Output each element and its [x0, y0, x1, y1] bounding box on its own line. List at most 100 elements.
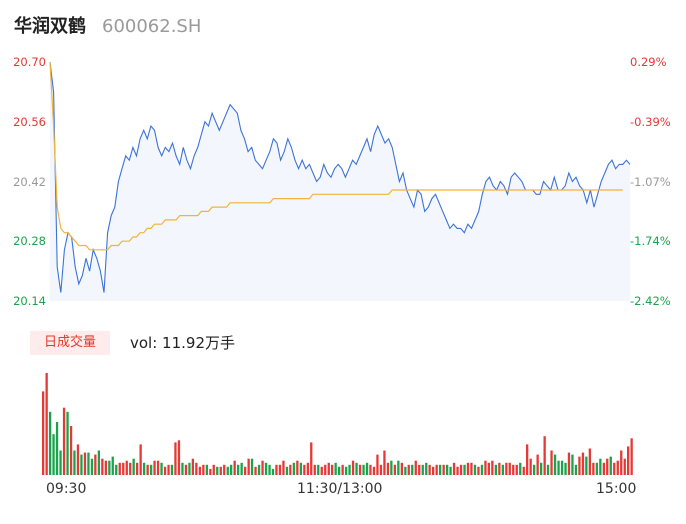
volume-bar	[49, 411, 52, 475]
volume-bar	[463, 464, 466, 475]
volume-bar	[627, 446, 630, 475]
volume-bar	[473, 464, 477, 475]
volume-bar	[470, 462, 473, 475]
volume-bar	[317, 464, 320, 475]
volume-bar	[122, 462, 125, 475]
volume-bar	[560, 460, 564, 475]
volume-bar	[571, 454, 574, 475]
volume-bar	[143, 462, 146, 475]
volume-bar	[397, 460, 400, 475]
volume-bar	[275, 464, 278, 475]
volume-bar	[240, 462, 243, 475]
volume-bar	[491, 460, 494, 475]
volume-bar	[177, 440, 181, 475]
volume-bar	[87, 452, 90, 475]
volume-bar	[125, 460, 128, 475]
volume-bar	[358, 464, 362, 475]
volume-bar	[174, 442, 177, 475]
volume-bar	[94, 454, 97, 475]
volume-bar	[546, 464, 550, 475]
volume-bar	[118, 462, 121, 475]
volume-bar	[494, 464, 497, 475]
volume-bar	[432, 466, 435, 475]
average-price-line	[49, 61, 623, 251]
percent-tick-label: -2.42%	[630, 294, 671, 308]
volume-bar	[209, 468, 212, 475]
volume-bar	[261, 460, 264, 475]
volume-bar	[439, 464, 442, 475]
volume-bar	[487, 462, 490, 475]
volume-bar	[184, 464, 188, 475]
volume-bar	[602, 462, 605, 475]
volume-bar	[285, 466, 289, 475]
volume-bar	[299, 462, 302, 475]
percent-tick-label: -1.07%	[630, 174, 671, 189]
volume-bar	[212, 464, 215, 475]
volume-bar	[306, 462, 309, 475]
volume-bar	[195, 462, 198, 475]
volume-bar	[202, 464, 205, 475]
volume-bar	[595, 462, 598, 475]
volume-bar	[146, 464, 149, 475]
volume-bar	[533, 464, 536, 475]
volume-bar	[512, 464, 515, 475]
volume-bar	[522, 466, 525, 475]
volume-bar	[480, 464, 484, 475]
volume-bar	[616, 460, 619, 475]
volume-bar	[529, 458, 532, 475]
volume-bar	[515, 464, 518, 475]
volume-bar	[421, 464, 424, 475]
volume-bar	[219, 466, 222, 475]
volume-bar	[581, 452, 585, 475]
volume-tab[interactable]: 日成交量	[30, 331, 110, 355]
volume-bar	[69, 426, 73, 475]
volume-bar	[400, 462, 403, 475]
volume-bar	[459, 464, 463, 475]
volume-bar	[466, 462, 470, 475]
volume-bar	[271, 468, 275, 475]
volume-bar	[313, 464, 316, 475]
volume-bar	[498, 462, 501, 475]
volume-bar	[588, 448, 591, 475]
volume-bar	[449, 466, 452, 475]
volume-bar	[345, 466, 348, 475]
volume-bar	[442, 464, 445, 475]
volume-bar	[376, 454, 379, 475]
volume-bar	[379, 464, 383, 475]
volume-bar	[62, 407, 66, 475]
volume-bar	[501, 464, 504, 475]
volume-bar	[404, 466, 407, 475]
volume-bar	[592, 462, 595, 475]
volume-bar	[599, 458, 602, 475]
volume-bar	[536, 454, 539, 475]
volume-bar	[45, 373, 48, 475]
volume-bar	[526, 444, 529, 475]
volume-bar	[452, 462, 456, 475]
volume-bar	[139, 444, 142, 475]
volume-bar	[362, 464, 365, 475]
volume-bar	[66, 411, 69, 475]
volume-bar	[181, 462, 184, 475]
volume-bar	[372, 466, 376, 475]
volume-bar	[428, 464, 431, 475]
volume-bar	[160, 462, 163, 475]
volume-bar	[414, 460, 417, 475]
stock-header: 华润双鹤 600062.SH	[14, 12, 201, 40]
price-line	[49, 61, 631, 293]
volume-bar	[129, 462, 132, 475]
volume-bar	[226, 466, 229, 475]
volume-bar	[418, 464, 421, 475]
volume-bar	[550, 450, 553, 475]
volume-bar	[425, 462, 428, 475]
stock-code: 600062.SH	[102, 16, 202, 37]
price-tick-label: 20.28	[13, 234, 46, 249]
volume-bar	[348, 464, 351, 475]
volume-bar	[132, 458, 135, 475]
volume-bar	[230, 464, 233, 475]
volume-bar	[334, 462, 337, 475]
volume-bar	[369, 464, 372, 475]
volume-bar	[247, 458, 250, 475]
volume-bar	[574, 464, 578, 475]
volume-bar	[456, 466, 459, 475]
volume-bar	[282, 460, 285, 475]
